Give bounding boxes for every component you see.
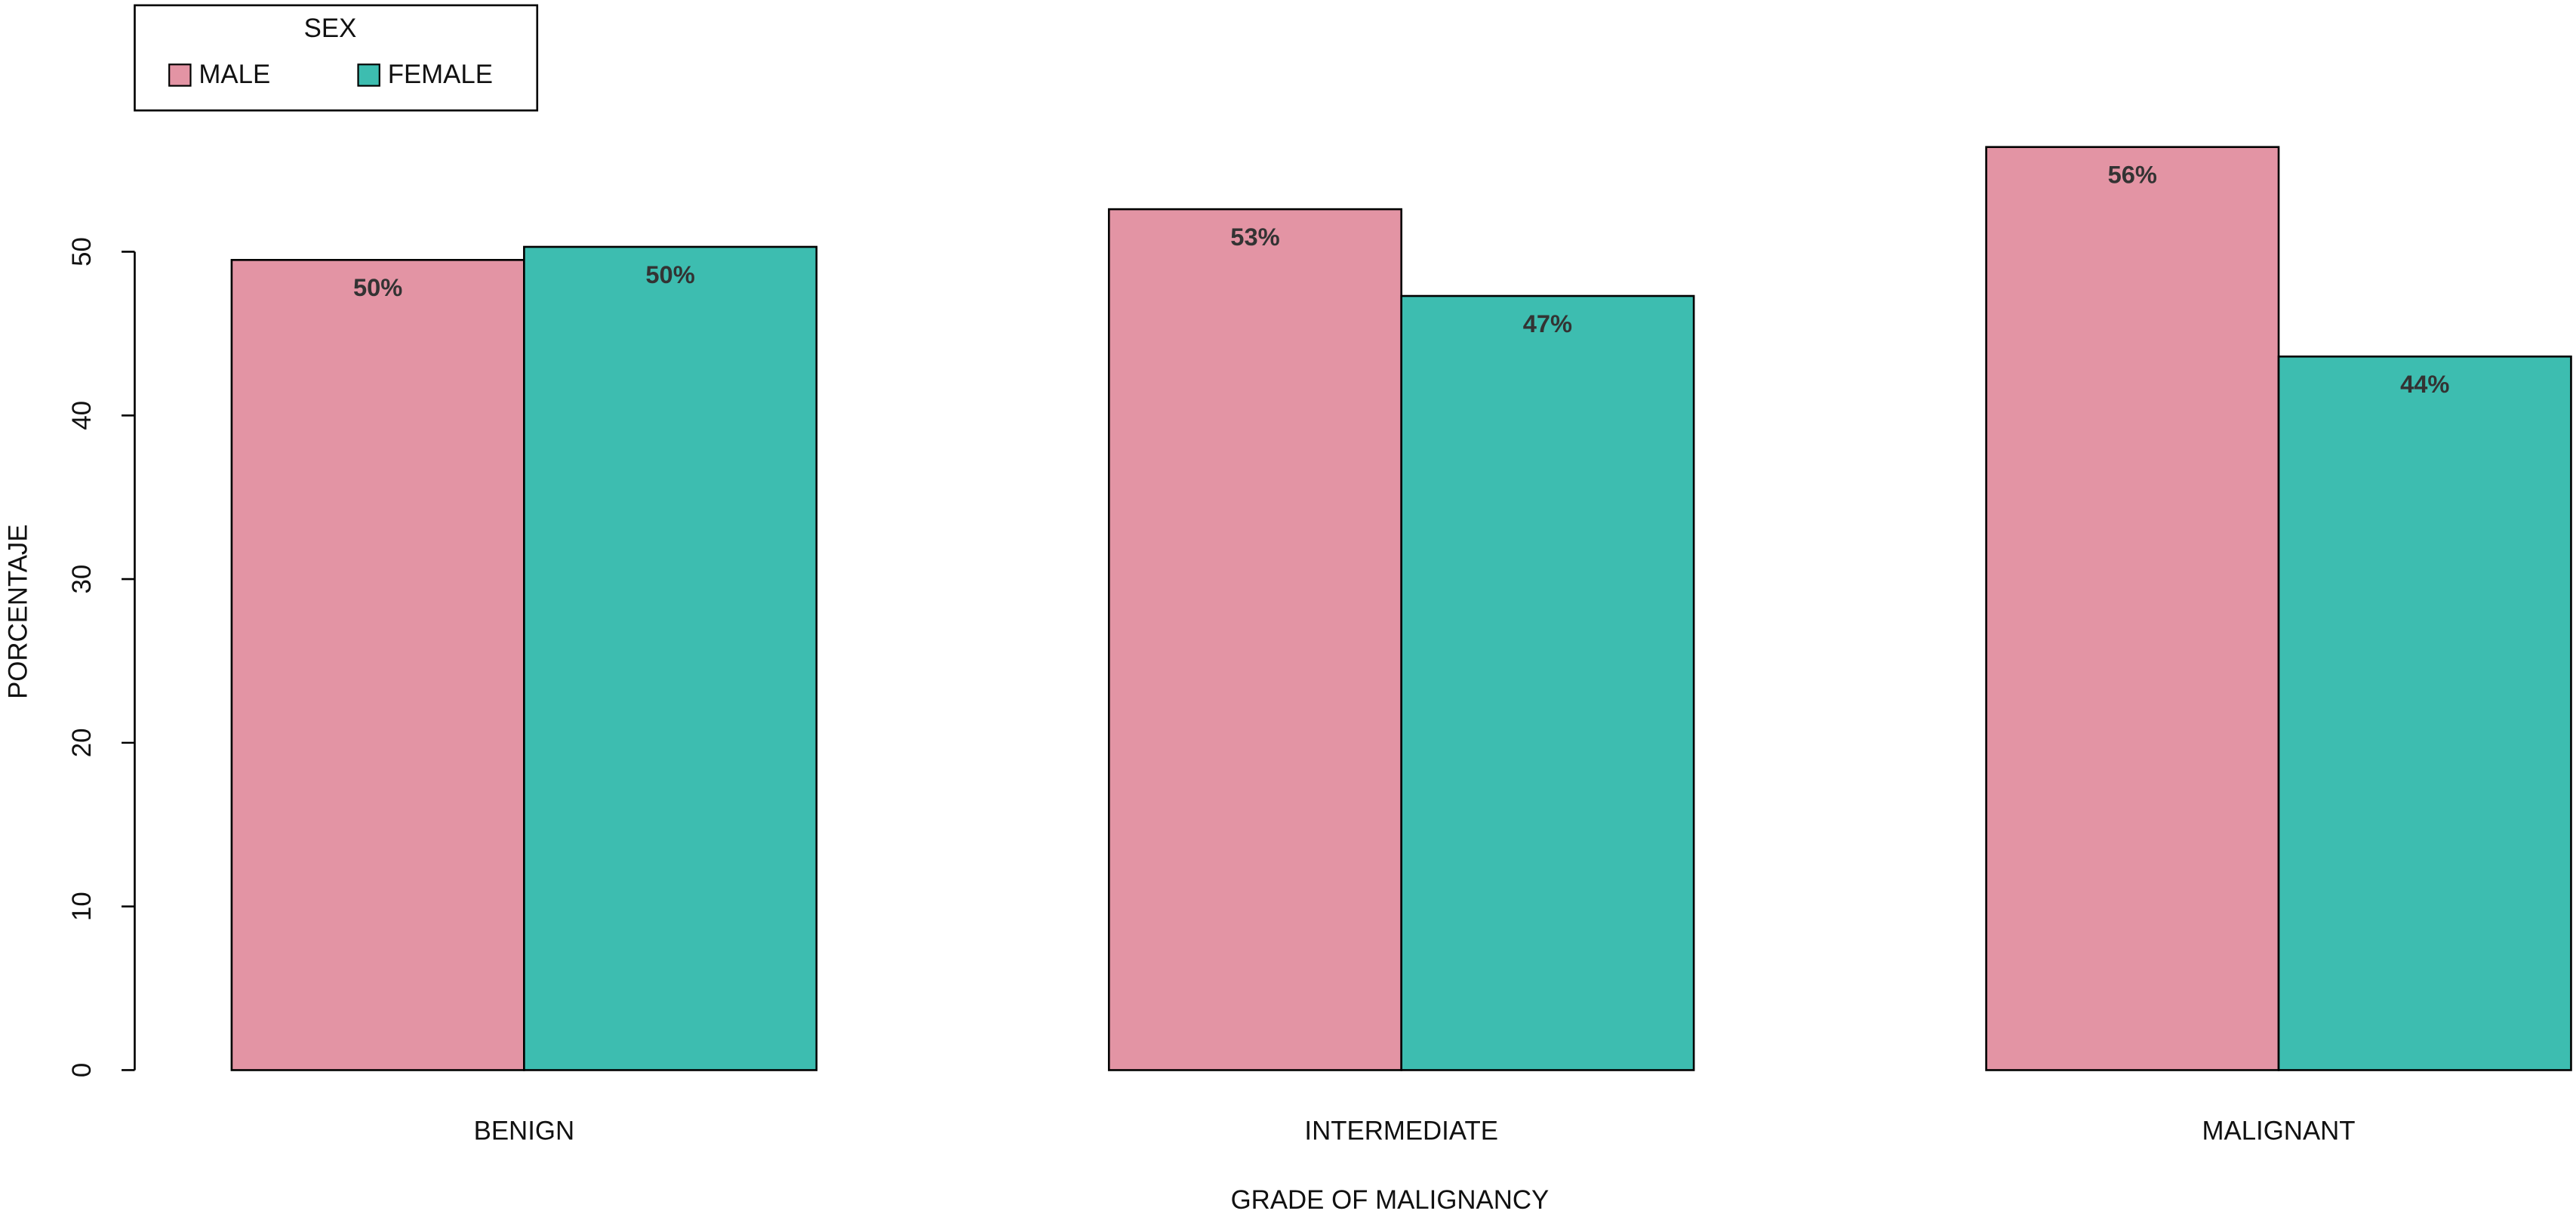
value-label: 53% [1230, 223, 1279, 251]
bar [1400, 294, 1695, 1071]
y-axis-title: PORCENTAJE [3, 524, 32, 698]
x-axis-title: GRADE OF MALIGNANCY [1231, 1185, 1550, 1215]
value-label: 44% [2400, 370, 2449, 398]
bar [230, 259, 525, 1071]
legend-title: SEX [304, 14, 357, 43]
legend-swatch [357, 63, 380, 87]
legend-label: MALE [199, 60, 270, 89]
y-tick-label: 20 [67, 729, 97, 758]
y-tick-label: 50 [67, 237, 97, 266]
bar [1985, 146, 2280, 1071]
value-label: 50% [353, 273, 402, 301]
legend-swatch [168, 63, 192, 87]
value-label: 50% [645, 260, 694, 288]
legend-label: FEMALE [388, 60, 493, 89]
x-tick-label: MALIGNANT [2202, 1116, 2355, 1145]
y-tick-label: 0 [67, 1063, 97, 1077]
bar [2277, 355, 2572, 1071]
x-tick-label: INTERMEDIATE [1304, 1116, 1498, 1145]
value-label: 47% [1523, 310, 1572, 337]
y-tick-label: 40 [67, 401, 97, 430]
y-tick-label: 10 [67, 892, 97, 921]
y-tick-label: 30 [67, 565, 97, 594]
bar [1107, 208, 1402, 1071]
bar [523, 245, 818, 1071]
x-tick-label: BENIGN [474, 1116, 574, 1145]
value-label: 56% [2108, 161, 2157, 189]
legend-box [134, 4, 539, 112]
